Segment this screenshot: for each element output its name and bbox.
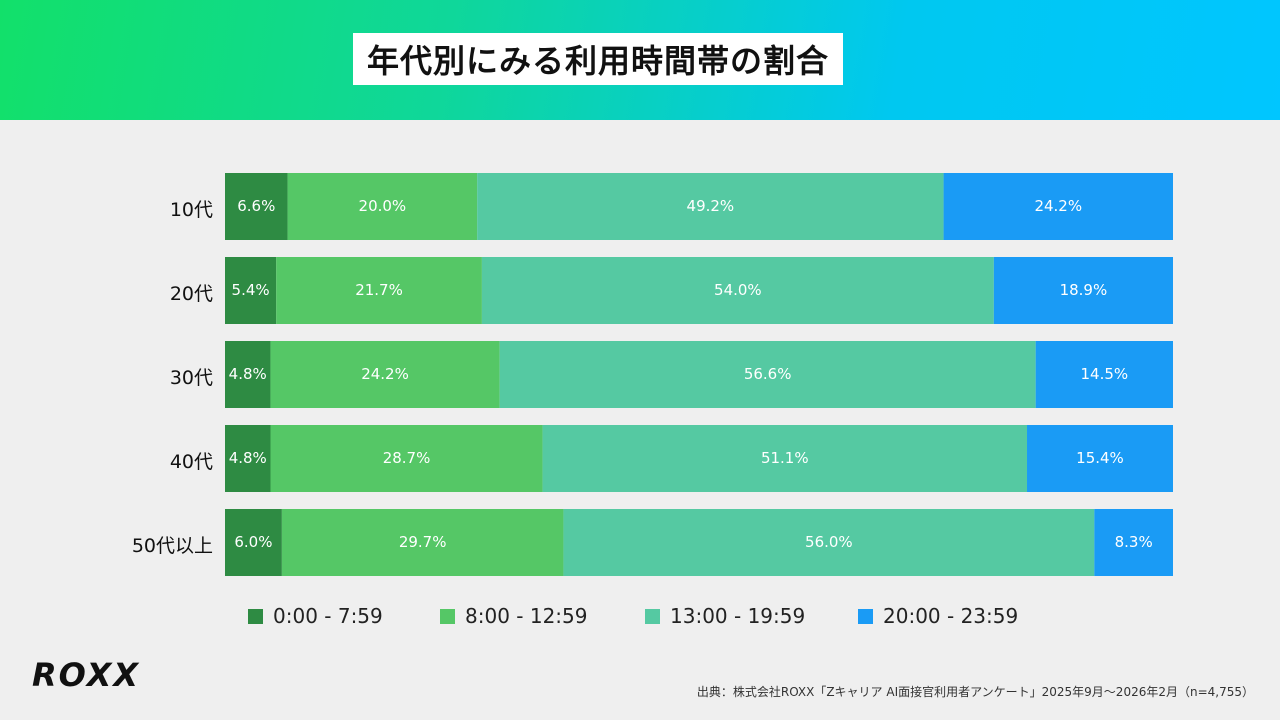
data-label: 20.0% bbox=[358, 196, 407, 215]
data-label: 15.4% bbox=[1076, 448, 1124, 467]
bar-segment bbox=[281, 509, 564, 576]
legend-swatch bbox=[248, 608, 263, 624]
bar-segment bbox=[943, 173, 1173, 240]
bar-segment bbox=[563, 509, 1095, 576]
legend-item: 8:00 - 12:59 bbox=[440, 600, 587, 632]
bar-segment bbox=[225, 341, 271, 408]
data-label: 14.5% bbox=[1080, 364, 1129, 383]
legend-item: 20:00 - 23:59 bbox=[858, 600, 1018, 632]
legend-swatch bbox=[440, 608, 455, 624]
legend-swatch bbox=[645, 608, 660, 624]
bar-segment bbox=[225, 173, 288, 240]
data-label: 28.7% bbox=[382, 448, 431, 467]
data-label: 54.0% bbox=[714, 280, 762, 299]
bar-segment bbox=[993, 257, 1173, 324]
bar-segment bbox=[481, 257, 994, 324]
bar-segment bbox=[1094, 509, 1173, 576]
data-label: 8.3% bbox=[1114, 532, 1153, 551]
header-banner: 年代別にみる利用時間帯の割合 bbox=[0, 0, 1280, 120]
row-label: 30代 bbox=[169, 366, 213, 389]
data-label: 49.2% bbox=[686, 196, 735, 215]
page-title: 年代別にみる利用時間帯の割合 bbox=[353, 33, 844, 85]
data-label: 24.2% bbox=[361, 364, 409, 383]
data-label: 24.2% bbox=[1034, 196, 1083, 215]
legend-label: 20:00 - 23:59 bbox=[883, 604, 1019, 628]
data-label: 21.7% bbox=[355, 280, 403, 299]
data-label: 6.0% bbox=[234, 532, 273, 551]
bar-segment bbox=[225, 425, 271, 492]
legend-label: 0:00 - 7:59 bbox=[273, 604, 383, 628]
bar-segment bbox=[225, 257, 277, 324]
data-label: 29.7% bbox=[398, 532, 447, 551]
bar-segment bbox=[542, 425, 1028, 492]
legend-label: 8:00 - 12:59 bbox=[465, 604, 588, 628]
bar-segment bbox=[287, 173, 478, 240]
chart-legend: 0:00 - 7:59 8:00 - 12:59 13:00 - 19:59 20:0… bbox=[0, 600, 1280, 632]
data-label: 6.6% bbox=[237, 196, 276, 215]
row-label: 40代 bbox=[169, 450, 213, 473]
data-label: 18.9% bbox=[1059, 280, 1108, 299]
data-label: 4.8% bbox=[228, 364, 267, 383]
bar-segment bbox=[1035, 341, 1173, 408]
bar-segment bbox=[477, 173, 944, 240]
bar-segment bbox=[270, 425, 543, 492]
bar-segment bbox=[499, 341, 1036, 408]
data-label: 51.1% bbox=[760, 448, 809, 467]
bar-segment bbox=[270, 341, 500, 408]
row-label: 20代 bbox=[169, 282, 213, 305]
legend-swatch bbox=[858, 608, 873, 624]
bar-segment bbox=[276, 257, 482, 324]
data-label: 5.4% bbox=[231, 280, 270, 299]
legend-label: 13:00 - 19:59 bbox=[670, 604, 806, 628]
data-label: 4.8% bbox=[228, 448, 267, 467]
legend-item: 13:00 - 19:59 bbox=[645, 600, 805, 632]
row-label: 50代以上 bbox=[131, 534, 213, 557]
source-note: 出典：株式会社ROXX「Zキャリア AI面接官利用者アンケート」2025年9月〜… bbox=[696, 685, 1254, 699]
data-label: 56.0% bbox=[805, 532, 853, 551]
bar-segment bbox=[225, 509, 282, 576]
data-label: 56.6% bbox=[743, 364, 792, 383]
row-label: 10代 bbox=[169, 198, 213, 221]
legend-item: 0:00 - 7:59 bbox=[248, 600, 383, 632]
roxx-logo: ROXX bbox=[32, 656, 141, 694]
bar-segment bbox=[1027, 425, 1173, 492]
